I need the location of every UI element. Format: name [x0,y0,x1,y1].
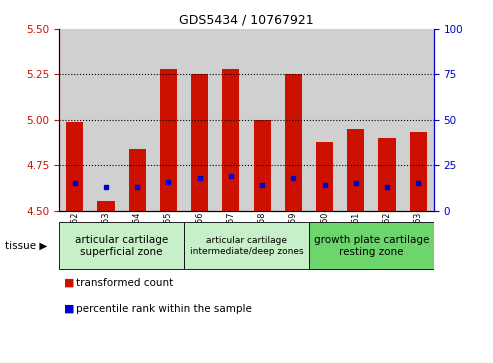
Text: growth plate cartilage
resting zone: growth plate cartilage resting zone [314,235,429,257]
Bar [215,29,246,211]
Bar [278,29,309,211]
Text: ■: ■ [64,303,74,314]
Bar [309,223,434,269]
Bar [184,29,215,211]
Bar [379,138,395,211]
Text: percentile rank within the sample: percentile rank within the sample [76,303,252,314]
Text: transformed count: transformed count [76,278,174,288]
Bar [66,122,83,211]
Bar [160,69,177,211]
Bar [122,29,153,211]
Bar [191,74,208,211]
Bar [129,149,146,211]
Bar [371,29,403,211]
Bar [90,29,122,211]
Bar [285,74,302,211]
Text: tissue ▶: tissue ▶ [5,241,47,251]
Bar [309,29,340,211]
Bar [340,29,371,211]
Text: articular cartilage
superficial zone: articular cartilage superficial zone [75,235,168,257]
Bar [403,29,434,211]
Bar [316,142,333,211]
Bar [347,129,364,211]
Bar [246,29,278,211]
Bar [222,69,240,211]
Bar [253,120,271,211]
Bar [184,223,309,269]
Bar [59,29,90,211]
Title: GDS5434 / 10767921: GDS5434 / 10767921 [179,13,314,26]
Text: ■: ■ [64,278,74,288]
Bar [98,201,114,211]
Bar [153,29,184,211]
Bar [59,223,184,269]
Text: articular cartilage
intermediate/deep zones: articular cartilage intermediate/deep zo… [190,236,303,256]
Bar [410,132,427,211]
